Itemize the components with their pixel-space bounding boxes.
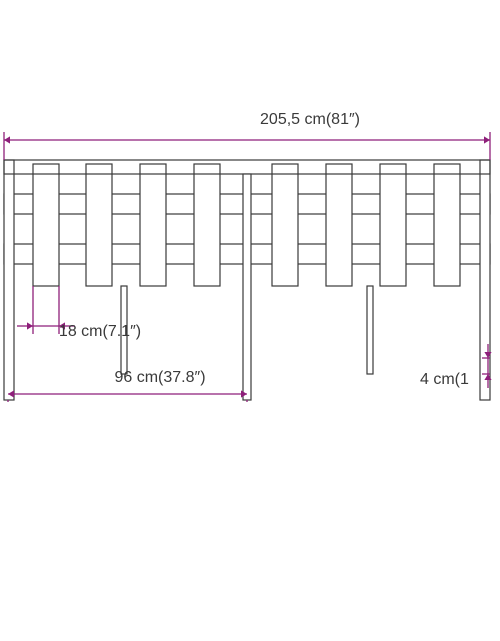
dimension-label-half-width: 96 cm(37.8″) (114, 369, 205, 386)
dimension-diagram: 205,5 cm(81″) 18 cm(7.1″) 96 cm(37.8″) 4 cm… (0, 0, 500, 641)
headboard-outline (4, 160, 490, 400)
dimension-label-post-depth: 4 cm(1 (420, 371, 469, 388)
dimension-label-total-width: 205,5 cm(81″) (260, 111, 360, 128)
dimension-label-slat-width: 18 cm(7.1″) (59, 323, 141, 340)
